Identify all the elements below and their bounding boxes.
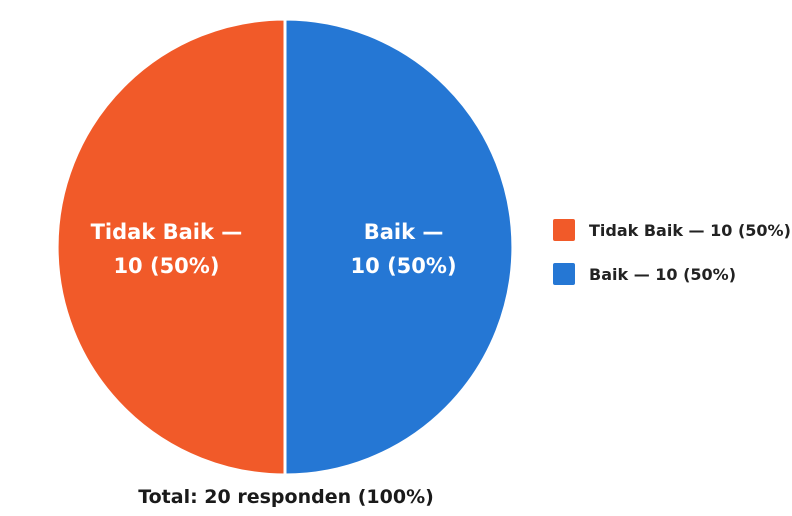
legend-item-tidak-baik: Tidak Baik — 10 (50%) [553, 218, 791, 242]
slice-label-line: Baik — [364, 220, 444, 244]
legend-item-baik: Baik — 10 (50%) [553, 262, 789, 286]
slice-label-baik: Baik — 10 (50%) [351, 220, 457, 278]
slice-label-tidak-baik: Tidak Baik — 10 (50%) [91, 220, 243, 278]
legend-label-tidak-baik: Tidak Baik — 10 (50%) [589, 220, 791, 240]
legend-swatch-tidak-baik [553, 219, 575, 241]
slice-label-line: 10 (50%) [113, 254, 219, 278]
pie-slice-baik [283, 17, 515, 477]
slice-label-line: Tidak Baik — [91, 220, 243, 244]
legend-swatch-baik [553, 263, 575, 285]
legend-label-baik: Baik — 10 (50%) [589, 264, 737, 284]
chart-total-caption: Total: 20 responden (100%) [138, 486, 434, 508]
pie-slice-tidak-baik [55, 17, 287, 477]
slice-label-line: 10 (50%) [351, 254, 457, 278]
chart-legend: Tidak Baik — 10 (50%) Baik — 10 (50%) [553, 218, 791, 306]
